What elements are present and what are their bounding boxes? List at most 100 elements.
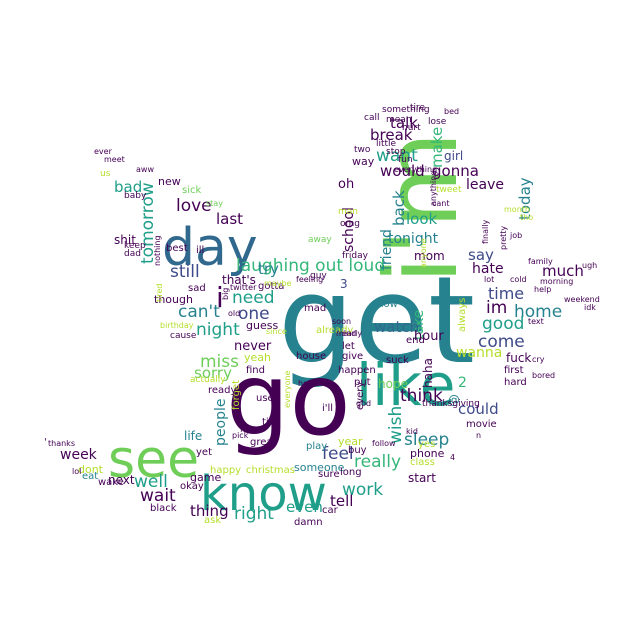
word-168: bed [444,107,460,116]
word-174: tho [520,213,534,222]
word-70: hope [378,377,408,391]
word-179: help [534,285,552,294]
word-27: thing [190,502,229,520]
word-72: that's [222,273,256,287]
word-156: two [354,145,371,155]
word-82: phone [410,447,445,460]
word-182: weekend [564,295,600,304]
word-118: thanksgiving [422,399,480,409]
word-14: night [196,320,240,340]
word-5: day [162,218,258,278]
word-147: cause [170,331,197,341]
word-176: lot [484,275,495,284]
word-104: sure [318,469,340,480]
word-46: look [406,210,438,228]
word-171: finally [481,219,490,244]
word-186: 4 [450,453,456,462]
word-87: eat [82,471,99,482]
word-81: start [408,471,436,485]
word-143: maybe [264,279,292,288]
word-185: n [476,431,482,440]
word-9: well [134,472,168,492]
word-187: soon [332,317,352,326]
word-145: since [266,327,287,336]
word-3: like [356,351,456,419]
word-25: people [213,398,229,446]
word-24: yeah [244,351,271,364]
word-66: 2 [458,375,467,391]
word-124: actually [190,375,226,385]
word-117: hard [504,377,527,388]
word-114: end [406,335,425,346]
word-198: bored [532,371,556,380]
word-88: wake [98,477,124,488]
word-23: guess [246,319,279,332]
word-184: ugh [582,261,598,270]
word-149: tired [155,283,164,302]
word-177: family [528,257,553,266]
word-151: guy [310,271,327,281]
word-84: someone [294,461,345,474]
word-47: tonight [388,231,439,247]
word-60: come [478,332,525,352]
word-35: think [400,386,443,406]
word-166: feeling [296,275,324,284]
word-121: class [410,457,435,468]
word-108: let [342,341,355,352]
word-13: still [170,262,200,282]
word-32: feel [322,444,354,464]
word-125: yet [196,447,212,458]
word-10: can't [178,302,220,322]
word-20: miss [200,352,239,372]
word-75: life [184,429,203,443]
word-131: sick [182,185,202,196]
word-120: yes [418,439,436,450]
word-41: back [390,190,408,226]
word-92: damn [294,517,323,528]
word-195: job [510,231,523,240]
word-37: could [458,400,499,418]
word-181: cry [532,355,545,364]
word-138: ever [94,147,112,156]
word-161: call [364,113,380,123]
word-31: tell [330,492,354,510]
word-0: get [278,252,476,391]
word-16: need [232,288,275,308]
word-160: everything [394,165,438,174]
word-57: much [542,262,584,280]
word-54: time [488,284,525,303]
word-165: tire [410,103,426,113]
word-11: love [176,196,212,216]
word-73: 3 [340,277,348,291]
word-112: mad [304,303,327,314]
word-17: one [238,304,270,324]
word-76: game [190,471,222,484]
word-144: twitter [230,283,257,292]
word-64: always [457,297,468,332]
word-49: gonna [432,162,479,180]
word-19: last [216,210,244,228]
word-119: movie [466,419,497,430]
word-55: home [514,302,563,322]
word-167: lose [428,117,447,127]
word-134: keep [124,241,146,251]
word-38: want [376,146,418,166]
word-58: say [468,246,494,264]
word-178: morning [540,277,574,286]
word-199: fall [240,425,253,434]
word-78: new [158,175,181,188]
word-123: find [246,365,265,376]
word-159: fun [398,155,413,165]
word-39: talk [390,114,418,132]
word-150: friday [342,251,368,261]
word-105: long [340,467,362,478]
word-169: cant [432,199,450,208]
word-68: mom [414,249,445,263]
word-89: sad [188,283,206,294]
word-85: play [306,441,328,452]
word-116: first [504,365,524,376]
word-67: hour [414,329,444,344]
word-93: car [322,505,338,516]
word-175: cold [510,275,527,284]
